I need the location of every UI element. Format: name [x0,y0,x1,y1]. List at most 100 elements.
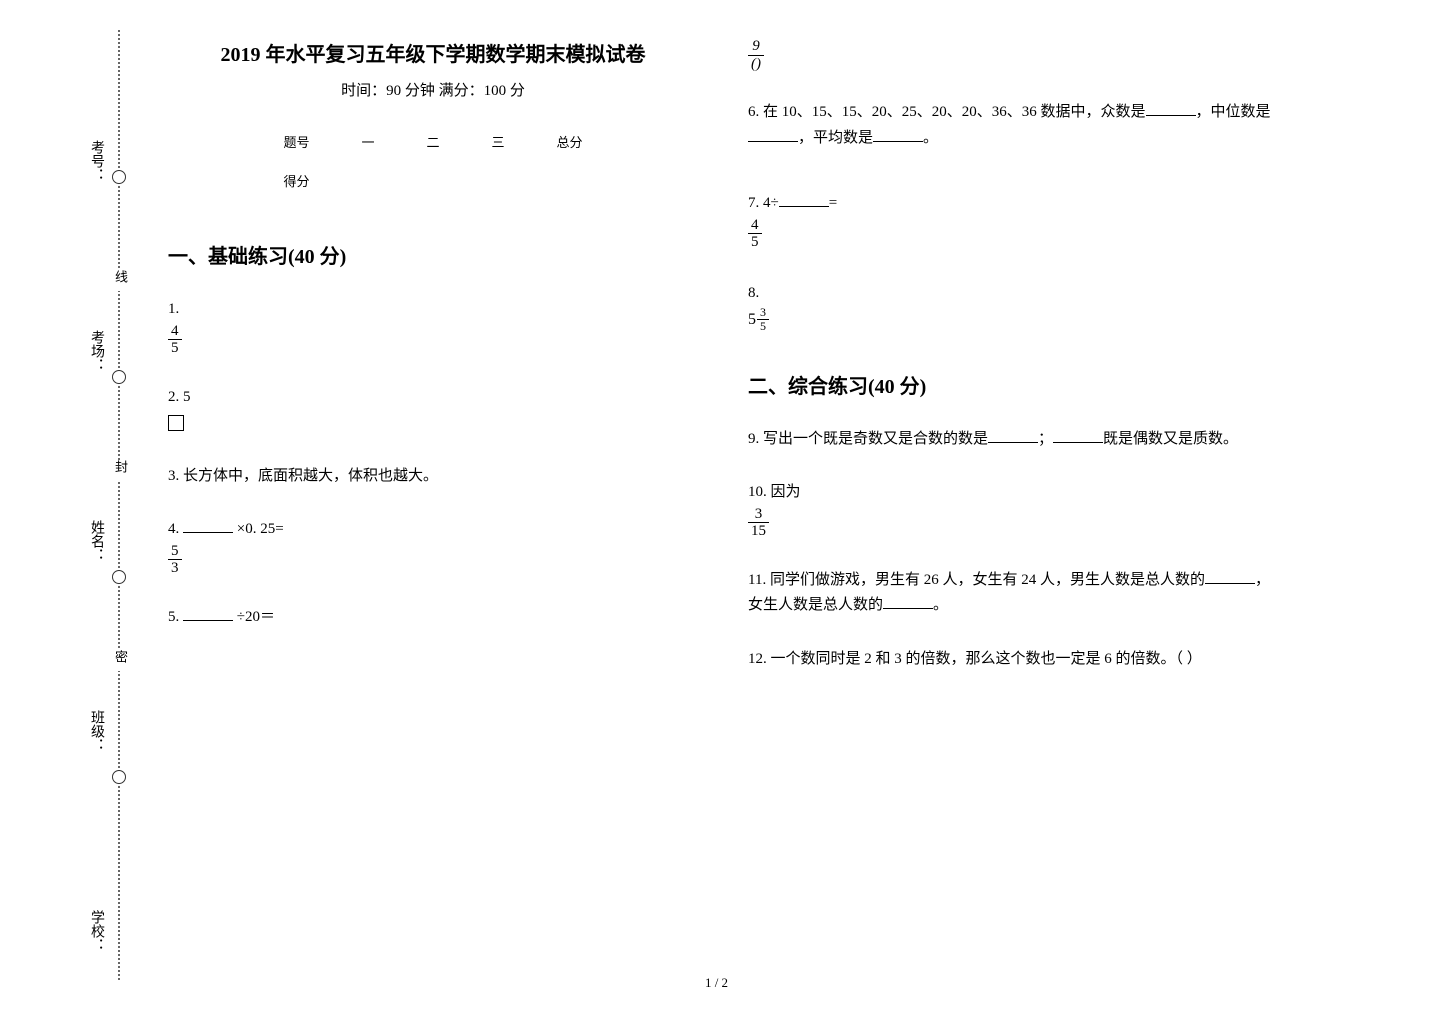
blank-line [1205,570,1255,584]
table-cell: 二 [400,122,465,161]
table-cell: 得分 [257,161,335,200]
table-cell [335,161,400,200]
blank-line [183,519,233,533]
question-text: ，中位数是 [1196,104,1271,120]
question-4: 4. ×0. 25= 5 3 [168,517,698,577]
fraction: 4 5 [168,323,182,357]
question-text: 同学们做游戏，男生有 26 人，女生有 24 人，男生人数是总人数的 [770,572,1205,588]
question-text: 写出一个既是奇数又是合数的数是 [763,431,988,447]
checkbox-icon [168,415,184,431]
table-cell: 三 [466,122,531,161]
question-1: 1. 4 5 [168,297,698,357]
fraction-denominator: 15 [748,523,769,540]
fraction-denominator: 5 [168,340,182,357]
table-cell: 总分 [531,122,609,161]
fraction: 9 () [748,38,764,72]
table-row: 得分 [257,161,608,200]
seal-char-mi: 密 [111,650,130,671]
question-7: 7. 4÷ = 4 5 [748,191,1278,251]
table-cell: 一 [335,122,400,161]
question-text: 因为 [771,484,801,500]
question-number: 10. [748,484,767,500]
label-school: 学校： [86,910,106,952]
label-number: 考号： [86,140,106,182]
fraction-denominator: 3 [168,560,182,577]
question-number: 8. [748,285,759,301]
question-text: 在 10、15、15、20、25、20、20、36、36 数据中，众数是 [763,104,1146,120]
question-number: 3. [168,468,179,484]
table-cell [400,161,465,200]
binding-circle [112,370,126,384]
question-text: 。 [933,597,948,613]
question-8: 8. 5 3 5 [748,281,1278,334]
question-text: 长方体中，底面积越大，体积也越大。 [183,468,438,484]
mixed-whole: 5 [748,306,756,333]
question-number: 9. [748,431,759,447]
question-9: 9. 写出一个既是奇数又是合数的数是 ； 既是偶数又是质数。 [748,427,1278,453]
page-number: 1 / 2 [705,975,728,991]
right-column: 9 () 6. 在 10、15、15、20、25、20、20、36、36 数据中… [748,38,1278,700]
question-10: 10. 因为 3 15 [748,480,1278,540]
blank-line [183,607,233,621]
question-number: 1. [168,301,179,317]
fraction-numerator: 3 [748,506,769,524]
question-number: 4. [168,521,179,537]
mixed-number: 5 3 5 [748,306,769,333]
question-text: 既是偶数又是质数。 [1103,431,1238,447]
blank-line [1146,102,1196,116]
score-table: 题号 一 二 三 总分 得分 [257,122,608,200]
fraction-numerator: 3 [757,306,769,320]
fraction-numerator: 4 [168,323,182,341]
question-number: 12. [748,651,767,667]
fraction-numerator: 4 [748,217,762,235]
question-text: ×0. 25= [237,521,284,537]
question-number: 11. [748,572,766,588]
question-number: 5. [168,609,179,625]
table-cell: 题号 [257,122,335,161]
blank-line [988,429,1038,443]
question-text: ，平均数是 [798,130,873,146]
question-5-frac: 9 () [748,38,1278,72]
fraction-numerator: 9 [748,38,764,56]
blank-line [873,128,923,142]
fraction-denominator: () [748,56,764,73]
fraction-denominator: 5 [757,320,769,333]
seal-char-xian: 线 [111,270,130,291]
question-text: 一个数同时是 2 和 3 的倍数，那么这个数也一定是 6 的倍数。（ ） [771,651,1202,667]
exam-subtitle: 时间：90 分钟 满分：100 分 [168,79,698,100]
exam-title: 2019 年水平复习五年级下学期数学期末模拟试卷 [168,38,698,67]
seal-char-feng: 封 [111,460,130,481]
question-number: 7. [748,195,759,211]
question-text: 。 [923,130,938,146]
label-name: 姓名： [86,520,106,562]
fraction-numerator: 5 [168,543,182,561]
question-5: 5. ÷20＝ [168,605,698,631]
fraction: 3 15 [748,506,769,540]
question-text: 5 [183,389,191,405]
blank-line [748,128,798,142]
question-text: = [829,195,837,211]
blank-line [1053,429,1103,443]
table-cell [531,161,609,200]
section-2-title: 二、综合练习(40 分) [748,370,1278,399]
question-3: 3. 长方体中，底面积越大，体积也越大。 [168,464,698,490]
fraction: 4 5 [748,217,762,251]
fraction-denominator: 5 [748,234,762,251]
question-text: 4÷ [763,195,779,211]
question-11: 11. 同学们做游戏，男生有 26 人，女生有 24 人，男生人数是总人数的，女… [748,568,1278,619]
fraction: 5 3 [168,543,182,577]
question-12: 12. 一个数同时是 2 和 3 的倍数，那么这个数也一定是 6 的倍数。（ ） [748,647,1278,673]
binding-circle [112,570,126,584]
label-class: 班级： [86,710,106,752]
label-room: 考场： [86,330,106,372]
question-number: 6. [748,104,759,120]
question-text: ÷20＝ [237,609,275,625]
question-2: 2. 5 [168,385,698,436]
table-cell [466,161,531,200]
blank-line [883,595,933,609]
question-6: 6. 在 10、15、15、20、25、20、20、36、36 数据中，众数是 ，… [748,100,1278,151]
question-number: 2. [168,389,179,405]
table-row: 题号 一 二 三 总分 [257,122,608,161]
question-text: ； [1038,431,1053,447]
section-1-title: 一、基础练习(40 分) [168,240,698,269]
